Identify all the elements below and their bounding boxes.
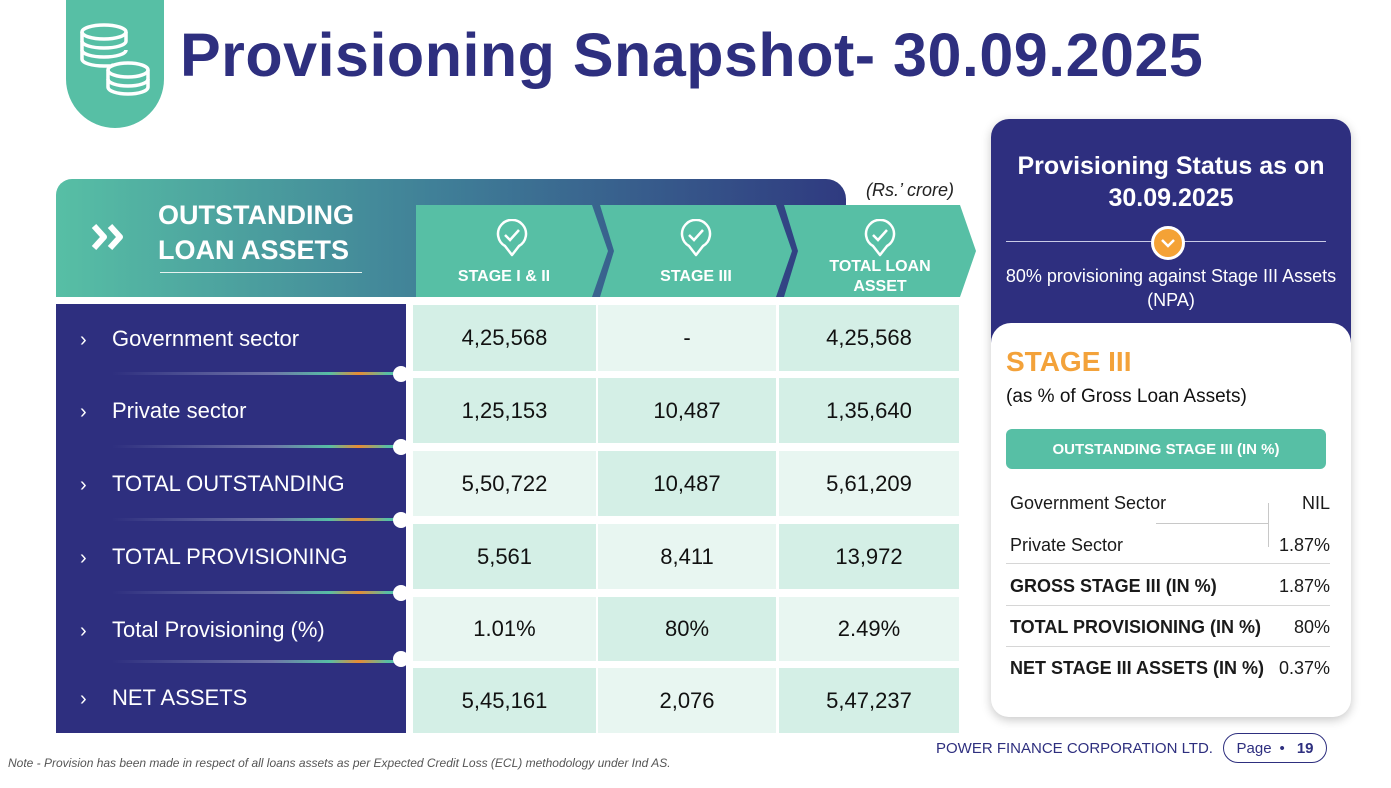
connector-line xyxy=(1156,523,1268,524)
column-header-label: TOTAL LOAN ASSET xyxy=(829,258,931,295)
row-separator xyxy=(112,591,402,594)
row-label: › NET ASSETS xyxy=(80,685,248,710)
status-card-subtitle: 80% provisioning against Stage III Asset… xyxy=(1005,266,1337,310)
separator-dot xyxy=(393,585,409,601)
chevron-right-icon: › xyxy=(80,620,87,642)
status-row-divider xyxy=(1006,646,1330,647)
check-pin-icon xyxy=(496,219,528,257)
chevron-right-icon: › xyxy=(80,688,87,710)
section-title: OUTSTANDING LOAN ASSETS xyxy=(158,200,354,265)
row-separator xyxy=(112,518,402,521)
outstanding-stage-3-button[interactable]: OUTSTANDING STAGE III (IN %) xyxy=(1006,429,1326,469)
footnote: Note - Provision has been made in respec… xyxy=(8,756,671,770)
separator-dot xyxy=(393,651,409,667)
bullet-separator: • xyxy=(1279,739,1285,757)
status-row: TOTAL PROVISIONING (IN %) 80% xyxy=(1010,617,1330,637)
row-separator xyxy=(112,445,402,448)
check-pin-icon xyxy=(864,219,896,257)
table-cell: 2,076 xyxy=(598,668,776,733)
section-title-underline xyxy=(160,272,362,273)
column-header-stage-3: STAGE III xyxy=(600,205,792,297)
table-cell: 10,487 xyxy=(598,378,776,443)
page-label: Page xyxy=(1236,739,1272,757)
table-cell: 4,25,568 xyxy=(413,305,596,371)
check-pin-icon xyxy=(680,219,712,257)
page-indicator: Page • 19 xyxy=(1223,733,1327,763)
row-label: › Government sector xyxy=(80,326,300,351)
table-cell: 5,61,209 xyxy=(779,451,959,516)
table-cell: 4,25,568 xyxy=(779,305,959,371)
table-cell: 5,45,161 xyxy=(413,668,596,733)
table-cell: 10,487 xyxy=(598,451,776,516)
row-label: › Total Provisioning (%) xyxy=(80,617,325,642)
table-cell: 5,561 xyxy=(413,524,596,589)
column-header-label: STAGE III xyxy=(660,268,732,285)
status-card-title: Provisioning Status as on 30.09.2025 xyxy=(1017,152,1325,212)
status-card-body xyxy=(991,323,1351,717)
status-row: Private Sector 1.87% xyxy=(1010,535,1330,555)
header-tab xyxy=(66,0,164,128)
separator-dot xyxy=(393,439,409,455)
row-separator xyxy=(112,372,402,375)
table-cell: 1,25,153 xyxy=(413,378,596,443)
chevron-down-icon xyxy=(1151,226,1185,260)
double-chevron-icon xyxy=(91,223,123,251)
table-cell: 80% xyxy=(598,597,776,661)
connector-line xyxy=(1268,503,1269,547)
chevron-right-icon: › xyxy=(80,401,87,423)
separator-dot xyxy=(393,512,409,528)
column-header-stage-1-2: STAGE I & II xyxy=(416,205,608,297)
status-row-divider xyxy=(1006,605,1330,606)
column-header-label: STAGE I & II xyxy=(457,268,551,285)
status-row: Government Sector NIL xyxy=(1010,493,1330,513)
page-title: Provisioning Snapshot- 30.09.2025 xyxy=(180,21,1204,89)
row-separator xyxy=(112,660,402,663)
table-cell: 5,47,237 xyxy=(779,668,959,733)
row-label: › Private sector xyxy=(80,398,247,423)
row-label: › TOTAL OUTSTANDING xyxy=(80,471,345,496)
coins-stack-icon xyxy=(80,23,150,96)
separator-dot xyxy=(393,366,409,382)
stage-title: STAGE III xyxy=(1006,346,1132,377)
page-number: 19 xyxy=(1296,739,1314,757)
table-cell: 5,50,722 xyxy=(413,451,596,516)
chevron-right-icon: › xyxy=(80,547,87,569)
row-label: › TOTAL PROVISIONING xyxy=(80,544,348,569)
status-row: GROSS STAGE III (IN %) 1.87% xyxy=(1010,576,1330,596)
status-row: NET STAGE III ASSETS (IN %) 0.37% xyxy=(1010,658,1330,678)
column-header-total-loan-asset: TOTAL LOAN ASSET xyxy=(784,205,976,297)
table-cell: 13,972 xyxy=(779,524,959,589)
chevron-right-icon: › xyxy=(80,329,87,351)
chevron-right-icon: › xyxy=(80,474,87,496)
table-cell: 2.49% xyxy=(779,597,959,661)
company-name: POWER FINANCE CORPORATION LTD. xyxy=(936,740,1213,757)
table-cell: - xyxy=(598,305,776,371)
stage-subtitle: (as % of Gross Loan Assets) xyxy=(1006,386,1247,407)
table-cell: 8,411 xyxy=(598,524,776,589)
table-cell: 1.01% xyxy=(413,597,596,661)
table-cell: 1,35,640 xyxy=(779,378,959,443)
unit-note: (Rs.’ crore) xyxy=(866,180,955,200)
status-row-divider xyxy=(1006,563,1330,564)
